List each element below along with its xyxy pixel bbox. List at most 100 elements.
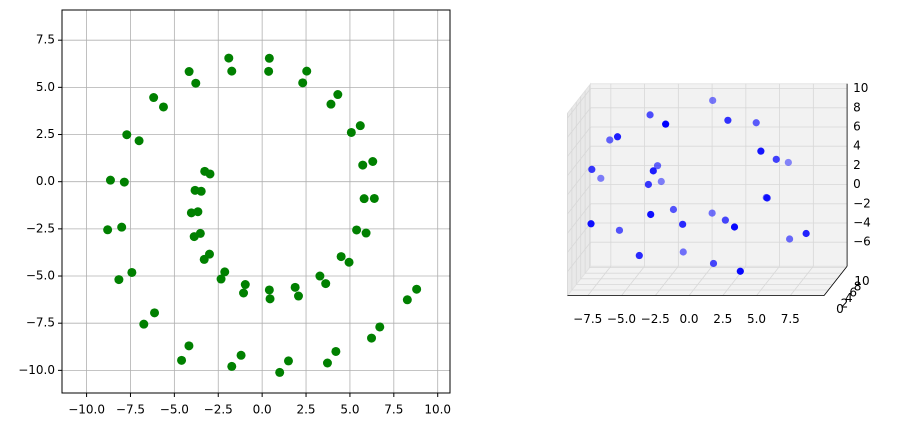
point [326,99,336,109]
point [358,160,368,170]
point [283,356,293,366]
point [669,205,678,214]
x-tick-label: −7.5 [573,312,602,326]
grid-line [567,126,591,157]
grid-line [567,241,591,272]
point [177,355,187,365]
x-tick-label: −5.0 [160,403,189,417]
point [646,111,654,119]
y-tick-label: 0.0 [36,174,55,188]
point [772,155,780,163]
y-tick-label: −10.0 [18,363,55,377]
point [708,209,716,217]
y-tick-label: 8 [854,280,862,294]
point [367,333,377,343]
x-tick-label: 0.0 [679,312,698,326]
point [657,177,665,186]
point [721,216,729,224]
point [647,210,655,219]
point [189,232,199,242]
point [265,294,275,304]
y-tick-label: −5.0 [26,269,55,283]
point [359,194,369,204]
y-tick-label: −7.5 [26,316,55,330]
side-pane [567,82,591,297]
point [679,248,687,256]
axis-line [823,265,848,296]
y-tick-label: 10 [854,274,869,288]
point [352,225,362,235]
grid-line [567,145,591,176]
point [239,288,249,298]
point [375,322,385,332]
point [635,251,643,260]
point [264,285,274,295]
plot-frame [61,9,451,394]
x-tick-label: 10.0 [424,403,451,417]
point [763,194,771,202]
point [191,78,201,88]
grid-line [587,265,612,296]
point [662,120,670,128]
point [786,235,794,243]
point [122,130,132,140]
point [322,358,332,368]
point [653,162,662,170]
grid-line [621,265,645,296]
x-tick-label: 7.5 [781,312,800,326]
z-tick-label: −2 [853,196,871,210]
x-tick-label: 2.5 [713,312,732,326]
point [227,361,237,371]
point [649,167,657,175]
point [802,229,810,238]
grid-line [567,203,591,234]
point [344,257,354,267]
point [709,259,718,268]
y-tick-label: 2 [841,297,849,311]
grid-line [688,265,713,296]
z-tick-label: 2 [853,158,861,172]
y-tick-label: 4 [845,291,853,305]
y-tick-label: 7.5 [36,33,55,47]
point [587,220,595,228]
point [784,158,792,167]
point [103,225,113,235]
point [730,223,739,231]
x-tick-label: −2.5 [641,312,670,326]
z-tick-label: 0 [853,177,861,191]
x-tick-label: 2.5 [296,403,315,417]
point [149,93,159,103]
grid-line [654,265,679,296]
point [275,367,285,377]
point [134,136,144,146]
z-tick-label: −6 [853,235,871,249]
grid-line [567,88,591,119]
y-tick-label: 0 [836,302,844,316]
z-tick-label: 6 [853,120,861,134]
point [613,133,622,141]
point [644,180,652,189]
point [190,185,200,195]
point [117,222,127,232]
grid-line [567,184,591,215]
point [757,147,765,155]
x-tick-label: 0.0 [253,403,272,417]
point [302,66,312,76]
point [184,341,194,351]
x-tick-label: −7.5 [116,403,145,417]
point [105,175,115,185]
point [264,66,274,76]
point [227,66,237,76]
x-tick-label: −10.0 [68,403,105,417]
point [184,67,194,77]
point [224,53,234,63]
grid-line [756,265,780,296]
point [355,121,365,131]
point [127,267,137,277]
point [679,220,687,228]
point [186,208,196,218]
point [333,90,343,100]
point [315,271,325,281]
y-tick-label: 2.5 [36,127,55,141]
